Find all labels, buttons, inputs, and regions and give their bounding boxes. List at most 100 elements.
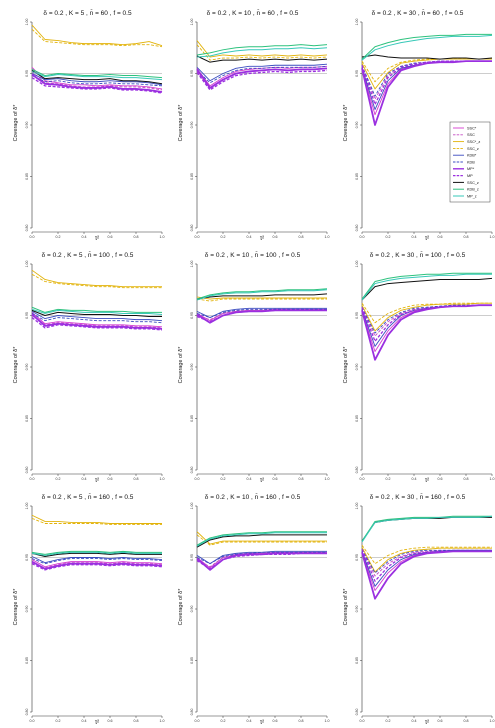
- chart-plot: 0.80 0.85 0.90 0.95 1.00 0.0 0.2 0.4 0.6 0.8 1.0: [355, 503, 495, 723]
- y-tick-label: 0.90: [355, 606, 359, 613]
- y-tick-label: 0.90: [355, 122, 359, 129]
- series-line: [31, 269, 162, 288]
- series-line: [31, 559, 163, 568]
- series-line: [196, 44, 328, 61]
- x-tick-label: 0.6: [273, 235, 278, 239]
- series-line: [31, 517, 162, 525]
- chart-panel: δ = 0.2 , K = 10 , n̄ = 160 , f = 0.5 Cov…: [175, 488, 330, 728]
- series-line: [196, 40, 328, 58]
- x-tick-label: 0.0: [195, 719, 200, 723]
- y-tick-label: 1.00: [190, 19, 194, 26]
- x-tick-label: 0.2: [386, 719, 391, 723]
- y-tick-label: 0.95: [190, 554, 194, 561]
- chart-title: δ = 0.2 , K = 5 , n̄ = 160 , f = 0.5: [41, 494, 134, 501]
- y-tick-label: 0.85: [25, 657, 29, 664]
- series-line: [31, 514, 162, 524]
- series-line: [31, 75, 163, 87]
- y-tick-label: 0.80: [25, 709, 29, 716]
- x-tick-label: 1.0: [325, 235, 330, 239]
- chart-plot: 0.80 0.85 0.90 0.95 1.00 0.0 0.2 0.4 0.6 0.8 1.0: [355, 261, 495, 481]
- series-line: [196, 552, 327, 570]
- x-tick-label: 0.8: [134, 719, 139, 723]
- chart-title: δ = 0.2 , K = 5 , n̄ = 60 , f = 0.5: [43, 10, 132, 17]
- x-tick-label: 0.4: [82, 477, 87, 481]
- y-tick-label: 0.80: [355, 225, 359, 232]
- series-line: [31, 310, 163, 322]
- x-axis-label: τ²: [259, 236, 265, 242]
- chart-panel: δ = 0.2 , K = 10 , n̄ = 100 , f = 0.5 Cov…: [175, 246, 330, 486]
- legend-label: MP: [467, 174, 473, 178]
- legend-label: SSC*: [467, 126, 477, 130]
- series-line: [196, 534, 327, 548]
- chart-plot: 0.80 0.85 0.90 0.95 1.00 0.0 0.2 0.4 0.6 0.8 1.0: [190, 261, 330, 481]
- series-line: [196, 44, 328, 56]
- series-line: [31, 558, 163, 565]
- series-line: [196, 293, 328, 300]
- x-tick-label: 0.0: [360, 235, 365, 239]
- x-tick-label: 0.4: [247, 477, 252, 481]
- series-line: [361, 272, 492, 300]
- series-line: [361, 304, 492, 334]
- x-tick-label: 0.6: [438, 235, 443, 239]
- series-line: [361, 515, 493, 543]
- x-tick-label: 0.2: [56, 477, 61, 481]
- x-tick-label: 0.8: [299, 719, 304, 723]
- chart-plot: 0.80 0.85 0.90 0.95 1.00 0.0 0.2 0.4 0.6 0.8 1.0 SS…: [355, 19, 495, 239]
- x-tick-label: 0.8: [134, 235, 139, 239]
- series-line: [196, 551, 327, 568]
- y-tick-label: 1.00: [25, 503, 29, 510]
- y-tick-label: 0.90: [190, 606, 194, 613]
- series-line: [31, 73, 163, 86]
- y-tick-label: 0.85: [355, 657, 359, 664]
- x-axis-label: τ²: [94, 720, 100, 726]
- x-axis-label: τ²: [424, 478, 430, 484]
- series-line: [196, 532, 327, 547]
- y-tick-label: 0.85: [355, 415, 359, 422]
- series-line: [361, 302, 492, 324]
- chart-panel: δ = 0.2 , K = 30 , n̄ = 100 , f = 0.5 Cov…: [340, 246, 495, 486]
- series-line: [31, 28, 163, 48]
- y-tick-label: 1.00: [25, 19, 29, 26]
- series-line: [31, 312, 163, 328]
- series-line: [361, 34, 493, 61]
- chart-plot: 0.80 0.85 0.90 0.95 1.00 0.0 0.2 0.4 0.6 0.8 1.0: [25, 503, 165, 723]
- series-line: [361, 302, 492, 332]
- series-line: [361, 549, 492, 587]
- series-line: [31, 309, 162, 318]
- series-line: [31, 24, 163, 47]
- y-tick-label: 0.95: [190, 312, 194, 319]
- legend-label: KDB: [467, 160, 475, 164]
- series-line: [361, 515, 492, 542]
- series-line: [31, 560, 163, 570]
- x-tick-label: 0.4: [247, 719, 252, 723]
- x-tick-label: 0.6: [108, 719, 113, 723]
- chart-title: δ = 0.2 , K = 5 , n̄ = 100 , f = 0.5: [41, 252, 134, 259]
- series-line: [31, 68, 163, 79]
- legend-label: MP_z: [467, 194, 477, 198]
- series-line: [361, 549, 492, 574]
- y-tick-label: 0.80: [355, 709, 359, 716]
- y-tick-label: 0.80: [25, 225, 29, 232]
- x-tick-label: 0.0: [30, 235, 35, 239]
- chart-title: δ = 0.2 , K = 30 , n̄ = 160 , f = 0.5: [369, 494, 466, 501]
- series-line: [361, 54, 493, 60]
- series-line: [31, 306, 162, 313]
- chart-plot: 0.80 0.85 0.90 0.95 1.00 0.0 0.2 0.4 0.6 0.8 1.0: [25, 261, 165, 481]
- y-tick-label: 1.00: [25, 261, 29, 268]
- x-tick-label: 0.4: [82, 719, 87, 723]
- series-line: [361, 304, 492, 342]
- series-line: [361, 549, 492, 577]
- x-tick-label: 0.4: [412, 235, 417, 239]
- x-tick-label: 0.4: [247, 235, 252, 239]
- chart-panel: δ = 0.2 , K = 10 , n̄ = 60 , f = 0.5 Cove…: [175, 4, 330, 244]
- y-tick-label: 0.95: [25, 312, 29, 319]
- chart-panel: δ = 0.2 , K = 5 , n̄ = 100 , f = 0.5 Cove…: [10, 246, 165, 486]
- y-tick-label: 0.90: [355, 364, 359, 371]
- x-axis-label: τ²: [94, 478, 100, 484]
- y-tick-label: 0.90: [25, 606, 29, 613]
- chart-panel: δ = 0.2 , K = 5 , n̄ = 60 , f = 0.5 Cover…: [10, 4, 165, 244]
- x-axis-label: τ²: [424, 720, 430, 726]
- x-tick-label: 0.4: [82, 235, 87, 239]
- series-line: [361, 549, 492, 582]
